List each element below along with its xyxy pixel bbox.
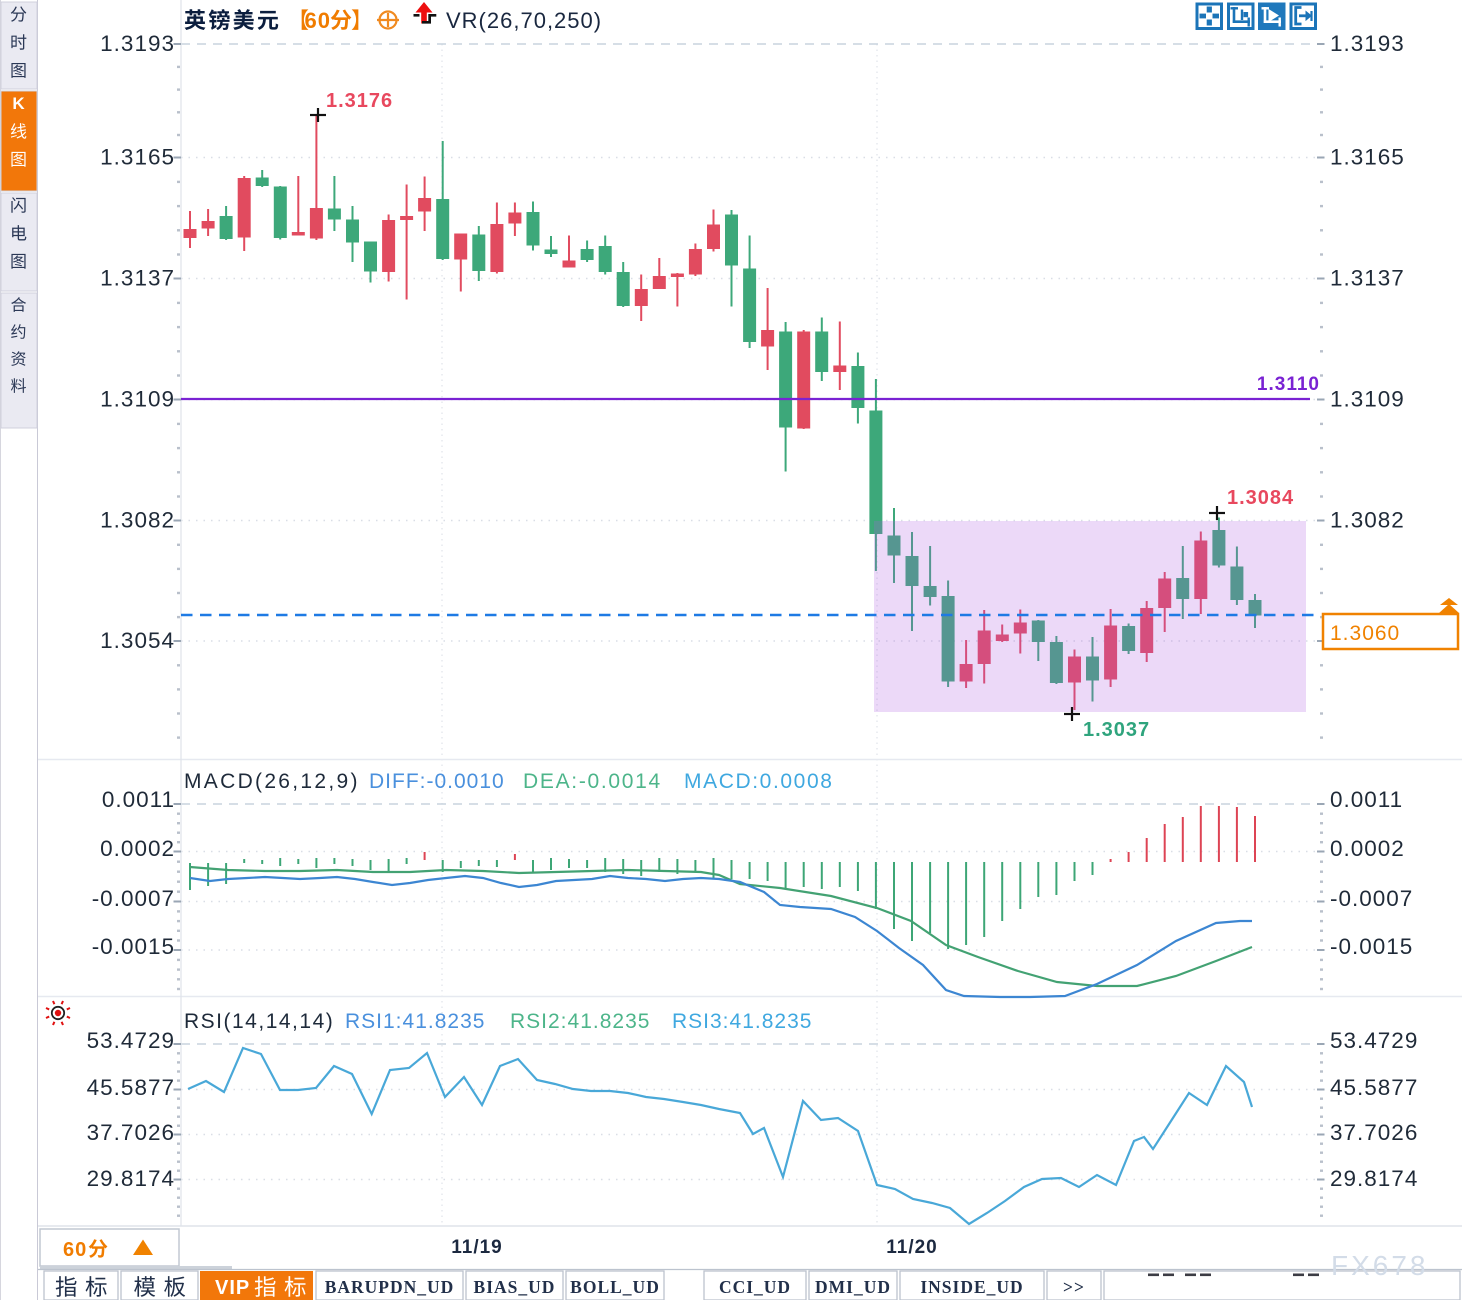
svg-text:1.3193: 1.3193 — [100, 31, 175, 56]
svg-text:K: K — [12, 94, 25, 113]
svg-text:45.5877: 45.5877 — [1330, 1075, 1418, 1100]
svg-text:1.3176: 1.3176 — [326, 90, 393, 112]
svg-text:RSI1:41.8235: RSI1:41.8235 — [345, 1010, 485, 1033]
svg-text:RSI(14,14,14): RSI(14,14,14) — [184, 1010, 334, 1033]
svg-text:0.0011: 0.0011 — [102, 787, 175, 812]
svg-text:DEA:-0.0014: DEA:-0.0014 — [523, 770, 662, 793]
svg-text:1.3054: 1.3054 — [100, 628, 175, 653]
svg-text:37.7026: 37.7026 — [87, 1120, 175, 1145]
svg-text:1.3137: 1.3137 — [1330, 266, 1405, 291]
svg-text:-0.0007: -0.0007 — [1330, 886, 1413, 911]
svg-text:1.3060: 1.3060 — [1330, 622, 1400, 645]
svg-text:1.3084: 1.3084 — [1227, 487, 1294, 509]
svg-text:37.7026: 37.7026 — [1330, 1120, 1418, 1145]
svg-text:INSIDE_UD: INSIDE_UD — [920, 1277, 1023, 1297]
svg-text:1.3110: 1.3110 — [1257, 374, 1320, 395]
svg-text:-0.0007: -0.0007 — [92, 886, 175, 911]
svg-text:VIP: VIP — [215, 1277, 250, 1299]
svg-text:DMI_UD: DMI_UD — [815, 1277, 891, 1297]
svg-text:-0.0015: -0.0015 — [1330, 934, 1413, 959]
svg-text:0.0002: 0.0002 — [100, 836, 175, 861]
svg-text:>>: >> — [1063, 1277, 1085, 1297]
svg-text:0.0011: 0.0011 — [1330, 787, 1403, 812]
svg-text:BOLL_UD: BOLL_UD — [570, 1277, 660, 1297]
svg-text:MACD:0.0008: MACD:0.0008 — [684, 770, 834, 793]
svg-text:1.3037: 1.3037 — [1083, 719, 1150, 741]
svg-text:1.3109: 1.3109 — [100, 387, 175, 412]
svg-text:1.3082: 1.3082 — [100, 508, 175, 533]
svg-text:11/20: 11/20 — [886, 1237, 938, 1258]
svg-text:RSI3:41.8235: RSI3:41.8235 — [672, 1010, 812, 1033]
svg-text:45.5877: 45.5877 — [87, 1075, 175, 1100]
svg-text:53.4729: 53.4729 — [1330, 1028, 1418, 1053]
svg-text:VR(26,70,250): VR(26,70,250) — [446, 8, 602, 33]
svg-text:DIFF:-0.0010: DIFF:-0.0010 — [369, 770, 505, 793]
svg-text:RSI2:41.8235: RSI2:41.8235 — [510, 1010, 650, 1033]
svg-text:53.4729: 53.4729 — [87, 1028, 175, 1053]
svg-text:1.3165: 1.3165 — [1330, 145, 1405, 170]
svg-text:-0.0015: -0.0015 — [92, 934, 175, 959]
svg-text:MACD(26,12,9): MACD(26,12,9) — [184, 770, 360, 793]
svg-text:29.8174: 29.8174 — [87, 1166, 175, 1191]
svg-text:1.3193: 1.3193 — [1330, 31, 1405, 56]
svg-text:29.8174: 29.8174 — [1330, 1166, 1418, 1191]
svg-text:0.0002: 0.0002 — [1330, 836, 1405, 861]
svg-text:1.3082: 1.3082 — [1330, 508, 1405, 533]
svg-text:BIAS_UD: BIAS_UD — [474, 1277, 556, 1297]
svg-text:60: 60 — [63, 1239, 87, 1261]
svg-text:60: 60 — [305, 8, 331, 33]
svg-text:BARUPDN_UD: BARUPDN_UD — [325, 1277, 455, 1297]
svg-text:1.3137: 1.3137 — [100, 266, 175, 291]
svg-text:11/19: 11/19 — [451, 1237, 503, 1258]
svg-text:FX678: FX678 — [1331, 1250, 1429, 1281]
svg-text:1.3165: 1.3165 — [100, 145, 175, 170]
svg-text:CCI_UD: CCI_UD — [719, 1277, 791, 1297]
svg-text:1.3109: 1.3109 — [1330, 387, 1405, 412]
